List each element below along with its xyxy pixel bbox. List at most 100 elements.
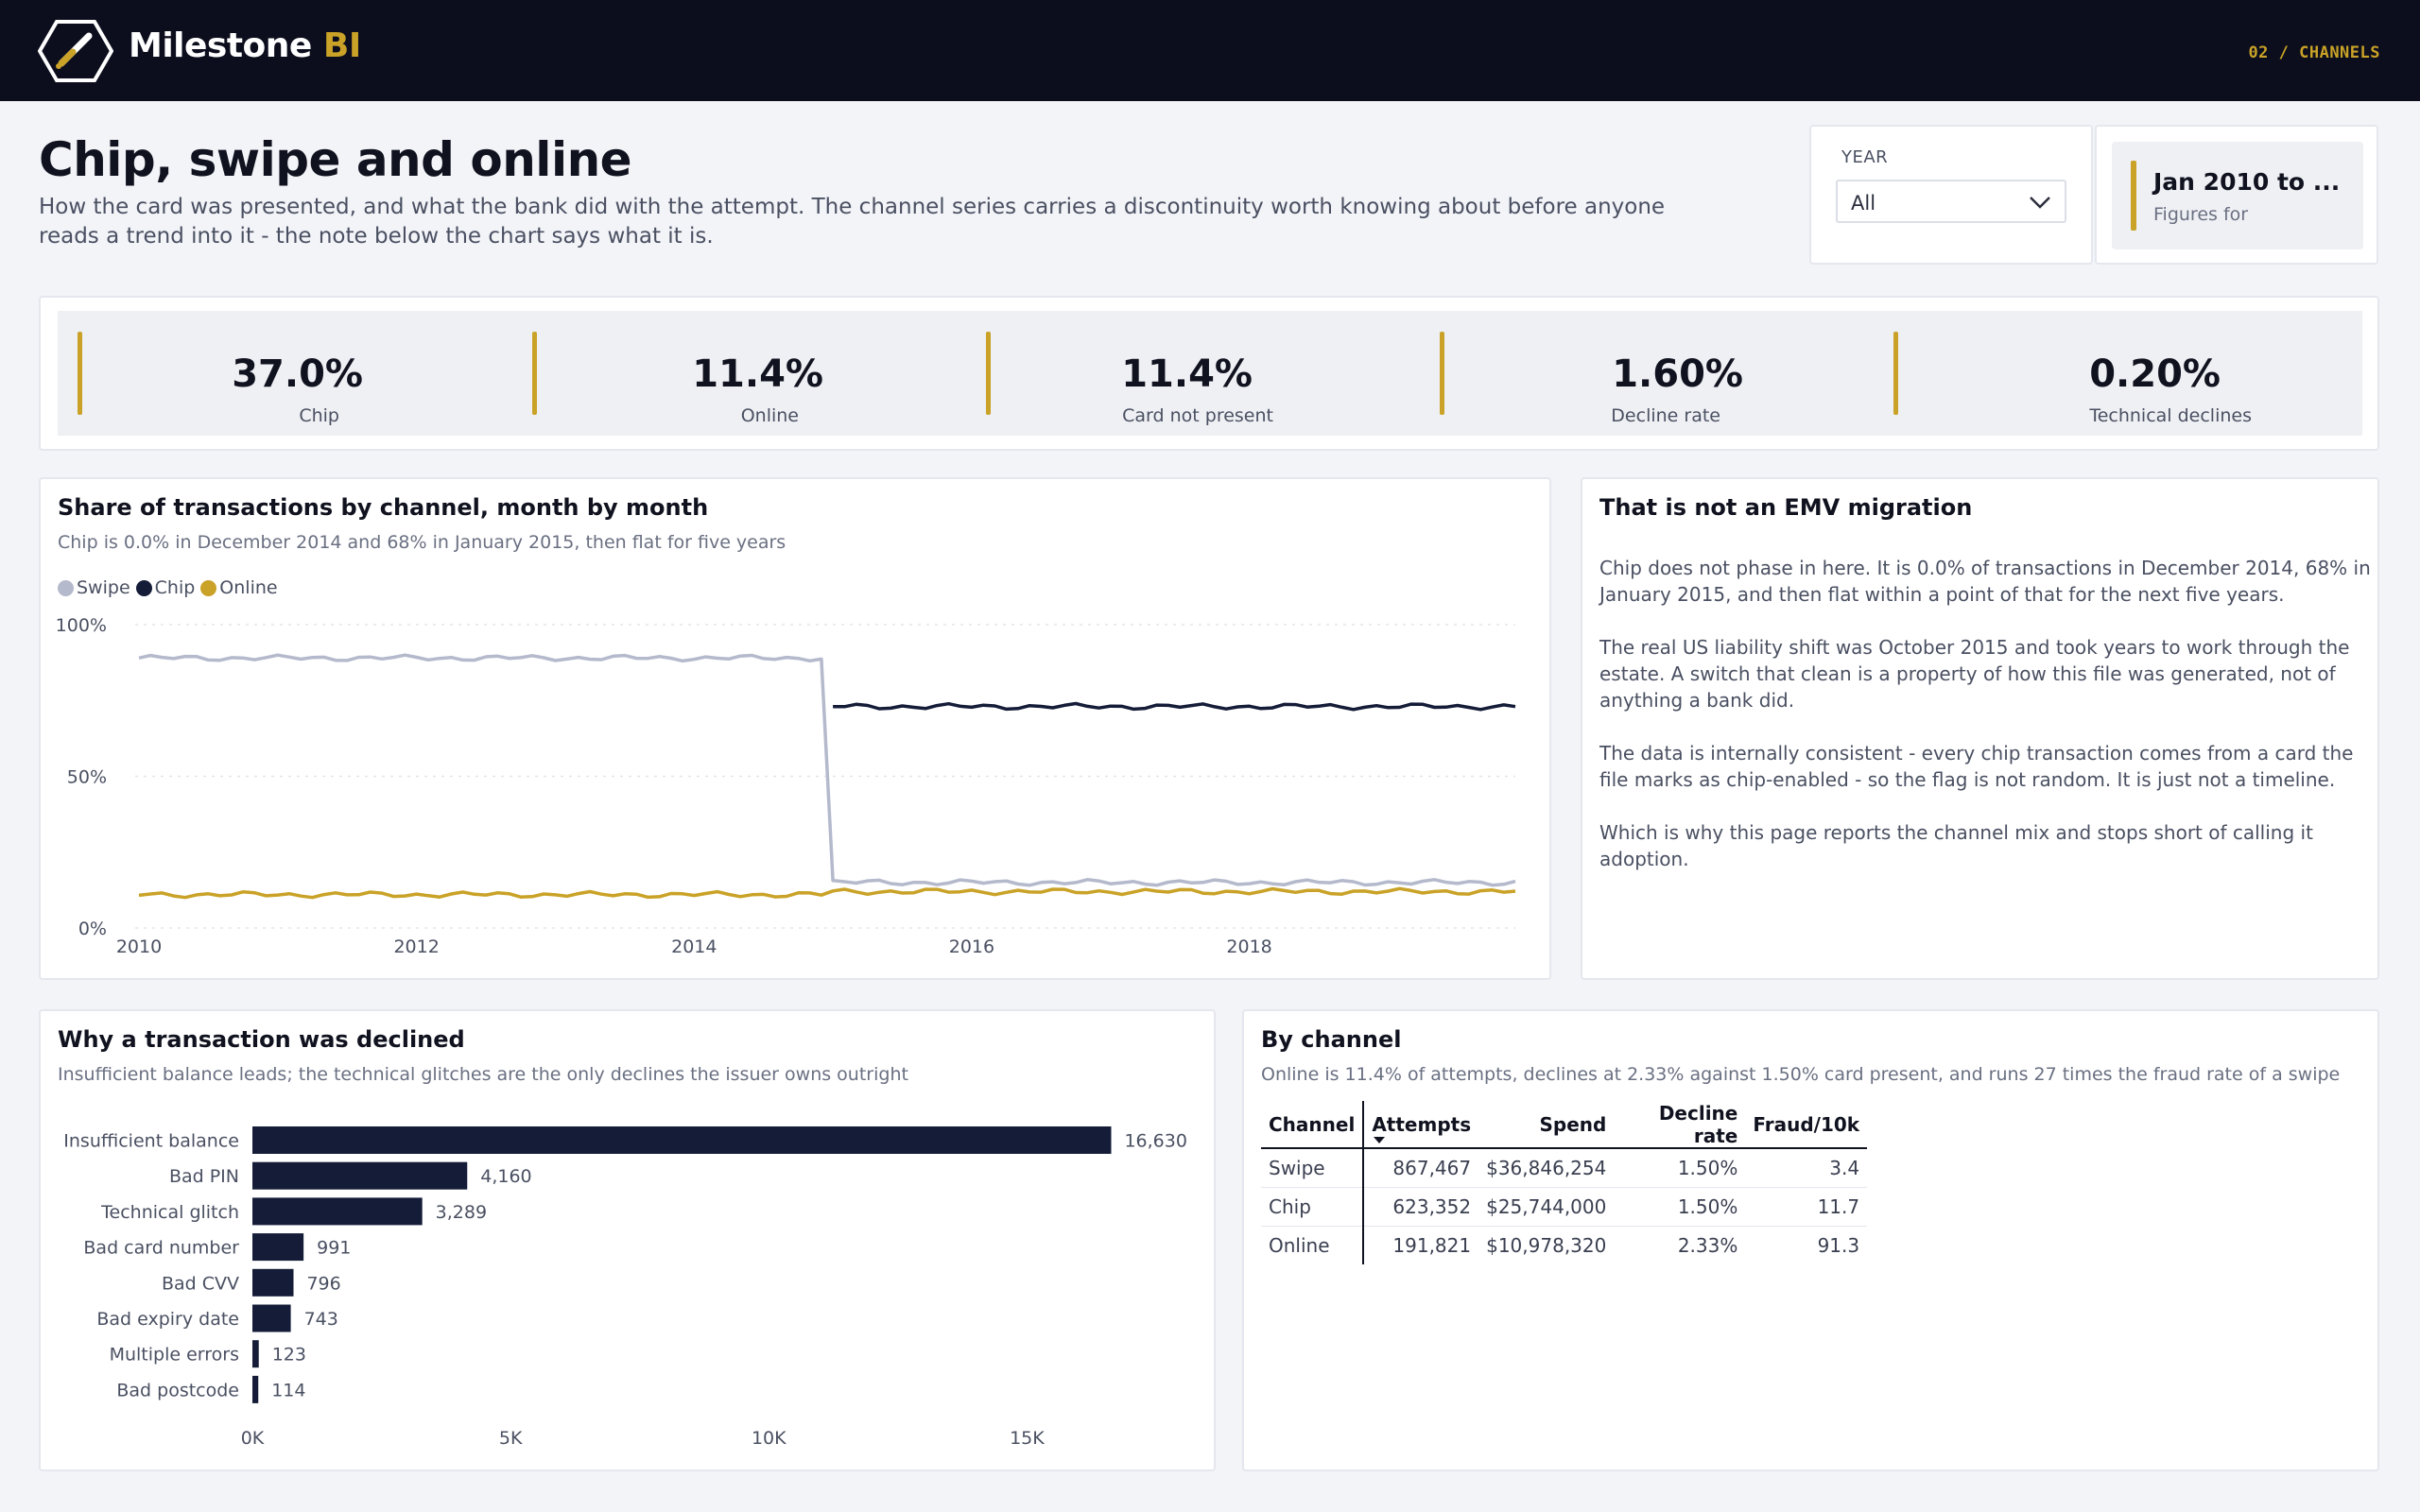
legend-dot-online [200,579,217,596]
legend-item-online[interactable]: Online [200,577,278,598]
column-header-attempts-label: Attempts [1372,1112,1472,1136]
bar-value-label: 4,160 [480,1166,531,1187]
bar-value-label: 3,289 [436,1202,487,1223]
bar-category-label: Bad PIN [169,1166,239,1187]
legend-dot-chip [135,579,152,596]
channel-table-card: By channel Online is 11.4% of attempts, … [1242,1009,2379,1471]
emv-note-paragraph: The real US liability shift was October … [1599,636,2350,712]
kpi-accent-bar [78,332,82,415]
year-dropdown-value: All [1851,192,1876,215]
bar-category-label: Bad postcode [116,1380,239,1400]
cell-spend: $10,978,320 [1486,1233,1607,1257]
pencil-hexagon-icon[interactable] [38,19,113,83]
page-crumb: 02 / CHANNELS [2248,43,2380,62]
y-tick-label: 0% [78,919,107,939]
emv-note-title: That is not an EMV migration [1599,494,1973,521]
cell-spend: $36,846,254 [1478,1148,1615,1188]
legend-dot-swipe [58,579,74,596]
kpi-label: Technical declines [2089,405,2252,426]
bar-value-label: 114 [271,1380,305,1400]
bar [252,1161,468,1190]
cell-attempts: 191,821 [1392,1233,1472,1257]
cell-attempts: 867,467 [1363,1148,1479,1188]
column-header-decline-rate[interactable]: Decline rate [1614,1101,1746,1149]
year-slicer: YEAR All [1809,125,2093,265]
share-chart-title: Share of transactions by channel, month … [58,494,709,521]
kpi-decline-rate: 1.60% Decline rate [1440,311,1893,436]
bar-category-label: Multiple errors [110,1345,239,1366]
kpi-label: Chip [299,405,339,426]
x-tick-label: 2010 [116,936,162,957]
table-row[interactable]: Swipe 867,467 $36,846,254 1.50% 3.4 [1261,1148,1868,1188]
cell-fraud: 91.3 [1817,1233,1860,1257]
legend-label-chip: Chip [154,577,196,598]
kpi-online: 11.4% Online [532,311,986,436]
cell-decline-rate: 2.33% [1677,1233,1738,1257]
kpi-value: 0.20% [2089,352,2221,396]
bar [252,1304,291,1332]
series-line-chip [833,701,1516,712]
top-bar: Milestone BI 02 / CHANNELS [0,0,2420,101]
bar [252,1375,259,1403]
cell-channel: Swipe [1261,1148,1365,1188]
bar-value-label: 796 [306,1273,340,1294]
share-line-chart: 0% 50% 100% 2010 2012 2014 2016 2018 [56,615,1516,957]
bar-category-label: Bad CVV [162,1273,239,1294]
bar-value-label: 991 [317,1238,351,1259]
decline-chart-title: Why a transaction was declined [58,1026,465,1053]
year-slicer-label: YEAR [1841,147,1889,167]
table-header-row: Channel Attempts Spend Decline rate Frau… [1261,1101,1868,1149]
bar-category-label: Technical glitch [100,1202,239,1223]
sort-descending-icon [1374,1137,1386,1143]
emv-note-paragraph: Which is why this page reports the chann… [1599,821,2313,870]
period-accent-bar [2131,161,2136,231]
brand-accent-text: BI [322,26,361,65]
kpi-technical-declines: 0.20% Technical declines [1893,311,2347,436]
bar-category-label: Bad card number [83,1238,239,1259]
share-chart-subtitle: Chip is 0.0% in December 2014 and 68% in… [58,532,786,553]
kpi-value: 37.0% [232,352,363,396]
bar [252,1126,1112,1154]
bar-value-label: 743 [304,1309,338,1330]
column-header-spend[interactable]: Spend [1478,1101,1615,1149]
bar-category-label: Bad expiry date [96,1309,239,1330]
page-subtitle: How the card was presented, and what the… [39,195,1666,249]
bar-value-label: 123 [272,1345,306,1366]
period-card-inner: Jan 2010 to ... Figures for [2112,142,2363,249]
brand-name: Milestone BI [129,26,361,65]
kpi-value: 11.4% [1121,352,1253,396]
decline-chart-card: Why a transaction was declined Insuffici… [39,1009,1216,1471]
x-tick-label: 2018 [1226,936,1271,957]
x-tick-label: 15K [1010,1428,1045,1449]
kpi-value: 11.4% [692,352,823,396]
x-tick-label: 10K [752,1428,786,1449]
x-tick-label: 2016 [949,936,994,957]
cell-channel: Online [1261,1226,1365,1264]
emv-note-paragraph: The data is internally consistent - ever… [1599,742,2354,791]
year-dropdown[interactable]: All [1836,180,2066,223]
x-tick-label: 2012 [393,936,439,957]
column-header-attempts[interactable]: Attempts [1363,1101,1479,1149]
page-title: Chip, swipe and online [39,132,632,187]
table-row[interactable]: Online 191,821 $10,978,320 2.33% 91.3 [1261,1226,1867,1264]
decline-bar-chart: Insufficient balance 16,630 Bad PIN 4,160 Te… [63,1126,1187,1449]
bar-category-label: Insufficient balance [63,1131,239,1152]
legend-item-chip[interactable]: Chip [135,577,196,598]
cell-spend: $25,744,000 [1478,1187,1615,1227]
table-row[interactable]: Chip 623,352 $25,744,000 1.50% 11.7 [1261,1187,1868,1227]
cell-attempts: 623,352 [1363,1187,1479,1227]
column-header-channel[interactable]: Channel [1261,1101,1365,1149]
legend-label-swipe: Swipe [77,577,130,598]
kpi-panel: 37.0% Chip 11.4% Online 11.4% Card not p… [39,296,2379,451]
kpi-strip: 37.0% Chip 11.4% Online 11.4% Card not p… [58,311,2362,436]
legend-item-swipe[interactable]: Swipe [58,577,130,598]
bar [252,1268,294,1297]
kpi-value: 1.60% [1612,352,1743,396]
kpi-label: Decline rate [1611,405,1720,426]
legend-label-online: Online [219,577,278,598]
kpi-chip: 37.0% Chip [78,311,531,436]
column-header-fraud[interactable]: Fraud/10k [1745,1101,1868,1149]
chevron-down-icon [2030,197,2050,209]
x-tick-label: 2014 [671,936,717,957]
channel-table: Channel Attempts Spend Decline rate Frau… [1261,1101,1868,1264]
